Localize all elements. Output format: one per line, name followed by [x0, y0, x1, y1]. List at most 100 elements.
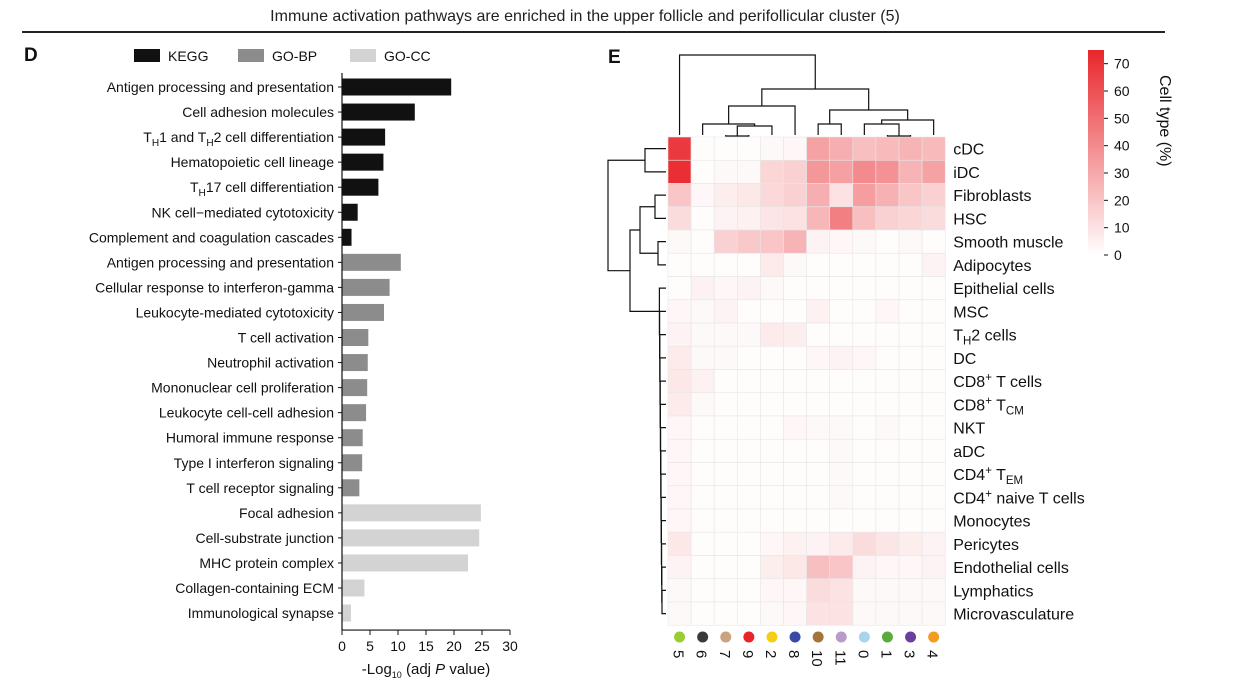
category-label: Cell-substrate junction: [195, 530, 334, 546]
heatmap-cell: [783, 415, 807, 440]
column-dendrogram: [678, 54, 935, 137]
heatmap-cell: [713, 462, 738, 487]
bar-9: [342, 278, 390, 296]
row-label: CD4+ naive T cells: [953, 488, 1085, 507]
heatmap-cell: [760, 415, 784, 440]
heatmap-cell: [875, 369, 900, 394]
heatmap-cell: [736, 136, 761, 161]
bar-16: [342, 454, 363, 472]
colorbar-title: Cell type (%): [1156, 75, 1173, 167]
heatmap-cell: [921, 555, 946, 580]
heatmap-cell: [760, 345, 784, 370]
heatmap-cell: [806, 415, 830, 440]
heatmap-cell: [829, 136, 854, 161]
heatmap-cell: [829, 485, 854, 510]
dendro-link: [736, 125, 773, 136]
heatmap-cell: [760, 299, 784, 324]
heatmap-cell: [806, 485, 830, 510]
heatmap-cell: [829, 252, 854, 277]
heatmap-cell: [783, 183, 807, 208]
heatmap-cell: [690, 531, 715, 556]
x-tick-label: 15: [418, 638, 434, 654]
heatmap-cell: [806, 252, 830, 277]
cluster-dot-0: [858, 631, 870, 643]
heatmap-cell: [898, 531, 923, 556]
heatmap-cell: [875, 415, 900, 440]
row-label: TH2 cells: [953, 328, 1016, 348]
heatmap-cell: [783, 485, 807, 510]
dendro-link: [654, 194, 666, 219]
heatmap-cell: [829, 462, 854, 487]
cluster-dot-6: [697, 631, 709, 643]
heatmap-cell: [829, 392, 854, 417]
heatmap-cell: [875, 392, 900, 417]
heatmap-cell: [667, 229, 692, 254]
heatmap-cell: [921, 276, 946, 301]
heatmap-cell: [852, 531, 877, 556]
heatmap-cell: [760, 485, 784, 510]
heatmap-cell: [852, 578, 877, 603]
heatmap-cell: [921, 415, 946, 440]
heatmap-cell: [921, 322, 946, 347]
category-label: Leukocyte cell-cell adhesion: [159, 405, 334, 421]
heatmap-cell: [713, 508, 738, 533]
heatmap-cell: [760, 206, 784, 231]
category-label: Humoral immune response: [166, 430, 334, 446]
heatmap-cell: [667, 392, 692, 417]
x-tick-label: 30: [502, 638, 518, 654]
heatmap-cell: [829, 206, 854, 231]
heatmap-cell: [898, 601, 923, 626]
heatmap-cell: [921, 369, 946, 394]
cluster-dot-7: [720, 631, 732, 643]
heatmap-cell: [736, 462, 761, 487]
heatmap-cell: [736, 322, 761, 347]
column-label: 8: [785, 650, 802, 658]
heatmap-cell: [875, 276, 900, 301]
category-label: Hematopoietic cell lineage: [171, 154, 335, 170]
heatmap-cell: [667, 438, 692, 463]
heatmap-cell: [667, 369, 692, 394]
colorbar-tick-label: 30: [1114, 165, 1130, 181]
colorbar-tick-label: 0: [1114, 247, 1122, 263]
colorbar-tick-label: 60: [1114, 83, 1130, 99]
heatmap-cell: [829, 159, 854, 184]
heatmap-cell: [806, 508, 830, 533]
heatmap-cell: [783, 206, 807, 231]
heatmap-cell: [783, 601, 807, 626]
heatmap-cell: [783, 136, 807, 161]
heatmap-cell: [852, 485, 877, 510]
category-label: Complement and coagulation cascades: [89, 229, 334, 245]
heatmap-cell: [921, 252, 946, 277]
column-label: 4: [924, 650, 941, 658]
category-label: T cell receptor signaling: [186, 480, 334, 496]
row-label: Fibroblasts: [953, 188, 1031, 205]
heatmap-cell: [852, 369, 877, 394]
row-label: Adipocytes: [953, 258, 1031, 275]
row-label: CD4+ TEM: [953, 465, 1023, 487]
panel-d-letter: D: [24, 45, 38, 66]
heatmap-cell: [690, 485, 715, 510]
colorbar-tick-label: 10: [1114, 220, 1130, 236]
heatmap-cell: [852, 392, 877, 417]
bar-8: [342, 253, 401, 271]
panel-e-letter: E: [608, 47, 621, 68]
heatmap-cell: [760, 555, 784, 580]
heatmap-cell: [806, 531, 830, 556]
heatmap-cell: [667, 415, 692, 440]
heatmap-cell: [667, 345, 692, 370]
heatmap-cell: [806, 578, 830, 603]
colorbar-tick-label: 50: [1114, 110, 1130, 126]
dendro-link: [881, 119, 935, 135]
heatmap-cell: [921, 183, 946, 208]
heatmap-cell: [713, 369, 738, 394]
heatmap-cell: [736, 183, 761, 208]
heatmap-cell: [852, 206, 877, 231]
cluster-dot-9: [743, 631, 755, 643]
heatmap-cell: [921, 531, 946, 556]
heatmap-cell: [875, 438, 900, 463]
heatmap-cell: [806, 136, 830, 161]
column-label: 0: [854, 650, 871, 658]
heatmap-cell: [690, 345, 715, 370]
row-label: Epithelial cells: [953, 281, 1054, 298]
